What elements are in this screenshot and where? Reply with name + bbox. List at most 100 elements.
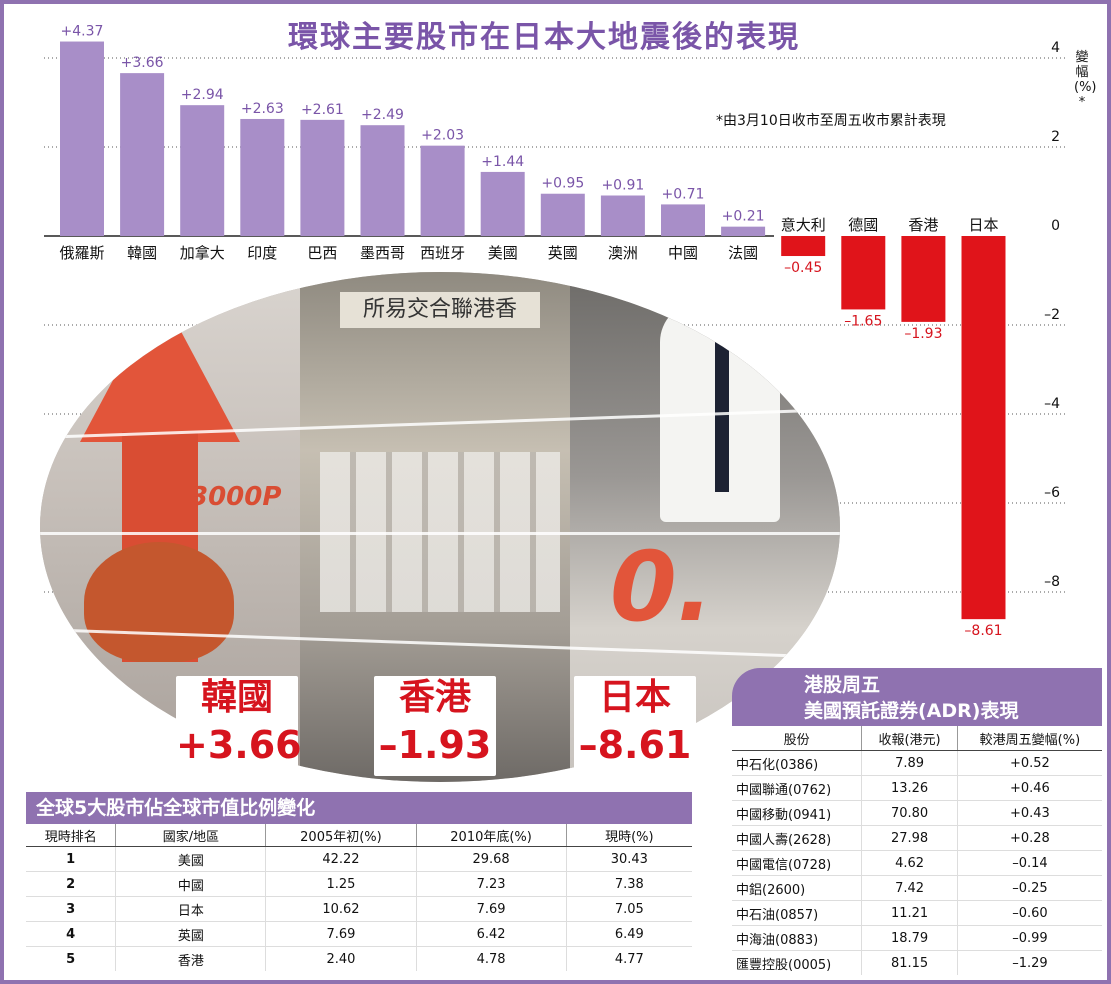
table-cell: 中鋁(2600)	[732, 875, 862, 901]
value-label: +0.95	[541, 176, 584, 192]
badge-korea: 韓國 +3.66	[176, 676, 302, 776]
column-header: 現時排名	[26, 824, 116, 847]
bar	[781, 236, 826, 257]
table-row: 5 香港 2.40 4.78 4.77	[26, 946, 692, 971]
table-row: 中鋁(2600) 7.42 –0.25	[732, 875, 1102, 901]
chart-title: 環球主要股市在日本大地震後的表現	[288, 20, 800, 55]
column-header: 2005年初(%)	[265, 824, 417, 847]
adr-title-line2: 美國預託證券(ADR)表現	[804, 700, 1019, 722]
table-cell: 英國	[115, 921, 266, 947]
table-cell: 18.79	[861, 925, 958, 951]
bar	[240, 118, 285, 236]
adr-table: 股份 收報(港元) 較港周五變幅(%) 中石化(0386) 7.89 +0.52 中…	[732, 726, 1102, 975]
table-row: 4 英國 7.69 6.42 6.49	[26, 921, 692, 947]
table-cell: 7.89	[861, 750, 958, 776]
table-cell: +0.52	[956, 750, 1102, 776]
table-cell: 3	[26, 896, 116, 922]
table-cell: 香港	[115, 946, 266, 971]
value-label: –8.61	[964, 623, 1002, 639]
table-cell: 27.98	[861, 825, 958, 851]
value-label: +3.66	[121, 55, 164, 71]
value-label: +2.61	[301, 102, 344, 118]
category-label: 美國	[488, 244, 518, 262]
bull-mascot-icon	[84, 542, 234, 662]
category-label: 法國	[728, 244, 758, 262]
table-cell: 29.68	[415, 846, 567, 872]
table-row: 中國移動(0941) 70.80 +0.43	[732, 800, 1102, 826]
table-cell: +0.28	[956, 825, 1102, 851]
badge-korea-value: +3.66	[176, 723, 302, 767]
table-cell: 4.78	[415, 946, 567, 971]
category-label: 西班牙	[420, 244, 465, 262]
table-cell: 2.40	[265, 946, 417, 971]
category-label: 日本	[968, 216, 998, 234]
table-cell: 中國電信(0728)	[732, 850, 862, 876]
table-header-row: 股份 收報(港元) 較港周五變幅(%)	[732, 726, 1102, 751]
bar	[360, 125, 405, 236]
arrow-up-icon	[80, 292, 240, 442]
adr-title-line1: 港股周五	[804, 674, 881, 696]
badge-japan-value: –8.61	[578, 723, 692, 767]
table-cell: 中國	[115, 871, 266, 897]
value-label: +2.94	[181, 87, 224, 103]
chart-footnote: *由3月10日收市至周五收市累計表現	[716, 113, 946, 129]
table-cell: 30.43	[565, 846, 692, 872]
table-row: 中國人壽(2628) 27.98 +0.28	[732, 825, 1102, 851]
table-cell: 中國聯通(0762)	[732, 775, 862, 801]
bar	[540, 193, 585, 236]
y-axis-label: 變幅(%)*	[1074, 50, 1097, 110]
table-cell: 中石油(0857)	[732, 900, 862, 926]
table-header-row: 現時排名 國家/地區 2005年初(%) 2010年底(%) 現時(%)	[26, 824, 692, 847]
badge-korea-name: 韓國	[200, 677, 273, 718]
value-label: –1.65	[844, 313, 882, 329]
table-row: 2 中國 1.25 7.23 7.38	[26, 871, 692, 897]
category-label: 加拿大	[180, 244, 225, 262]
table-cell: 7.42	[861, 875, 958, 901]
table-cell: –0.25	[956, 875, 1102, 901]
table-row: 中國聯通(0762) 13.26 +0.46	[732, 775, 1102, 801]
badge-japan: 日本 –8.61	[574, 676, 696, 776]
bar	[180, 105, 225, 236]
badge-japan-name: 日本	[598, 677, 671, 718]
table-row: 中石化(0386) 7.89 +0.52	[732, 750, 1102, 776]
table-cell: 中國人壽(2628)	[732, 825, 862, 851]
photo-collage: 3000P 所易交合聯港香 0.	[40, 272, 840, 782]
category-label: 英國	[548, 244, 578, 262]
category-label: 墨西哥	[360, 244, 405, 262]
table-row: 3 日本 10.62 7.69 7.05	[26, 896, 692, 922]
table-cell: 中石化(0386)	[732, 750, 862, 776]
adr-table-title: 港股周五 美國預託證券(ADR)表現	[732, 668, 1102, 726]
bar	[901, 236, 946, 322]
column-header: 2010年底(%)	[415, 824, 567, 847]
value-label: +0.21	[722, 209, 765, 225]
table-cell: 日本	[115, 896, 266, 922]
table-cell: 81.15	[861, 950, 958, 975]
y-tick-label: –2	[1044, 307, 1060, 323]
column-header: 收報(港元)	[861, 726, 958, 751]
y-tick-label: 4	[1051, 40, 1060, 56]
table-cell: 13.26	[861, 775, 958, 801]
table-row: 中海油(0883) 18.79 –0.99	[732, 925, 1102, 951]
bar	[120, 73, 165, 236]
category-label: 中國	[668, 244, 698, 262]
column-header: 國家/地區	[115, 824, 266, 847]
value-label: +2.63	[241, 101, 284, 117]
bar	[420, 145, 465, 236]
badge-hongkong-value: –1.93	[378, 723, 492, 767]
badge-hongkong-name: 香港	[398, 677, 471, 718]
bar	[600, 195, 645, 236]
bar	[480, 171, 525, 236]
category-label: 德國	[848, 216, 878, 234]
table-cell: 1.25	[265, 871, 417, 897]
bar-chart: 4 2 0 –2 –4 –6 –8 +4.37 俄羅斯 +3.66 韓國 +2.94 加拿大 +2.63 印…	[44, 24, 1066, 639]
category-label: 印度	[247, 244, 277, 262]
table-cell: 4.77	[565, 946, 692, 971]
table-cell: 10.62	[265, 896, 417, 922]
table-cell: 7.69	[415, 896, 567, 922]
value-label: +2.49	[361, 107, 404, 123]
table-cell: 5	[26, 946, 116, 971]
category-label: 巴西	[307, 244, 337, 262]
badge-hongkong: 香港 –1.93	[374, 676, 496, 776]
bar	[300, 119, 345, 236]
top5-table-title: 全球5大股市佔全球市值比例變化	[26, 792, 692, 824]
